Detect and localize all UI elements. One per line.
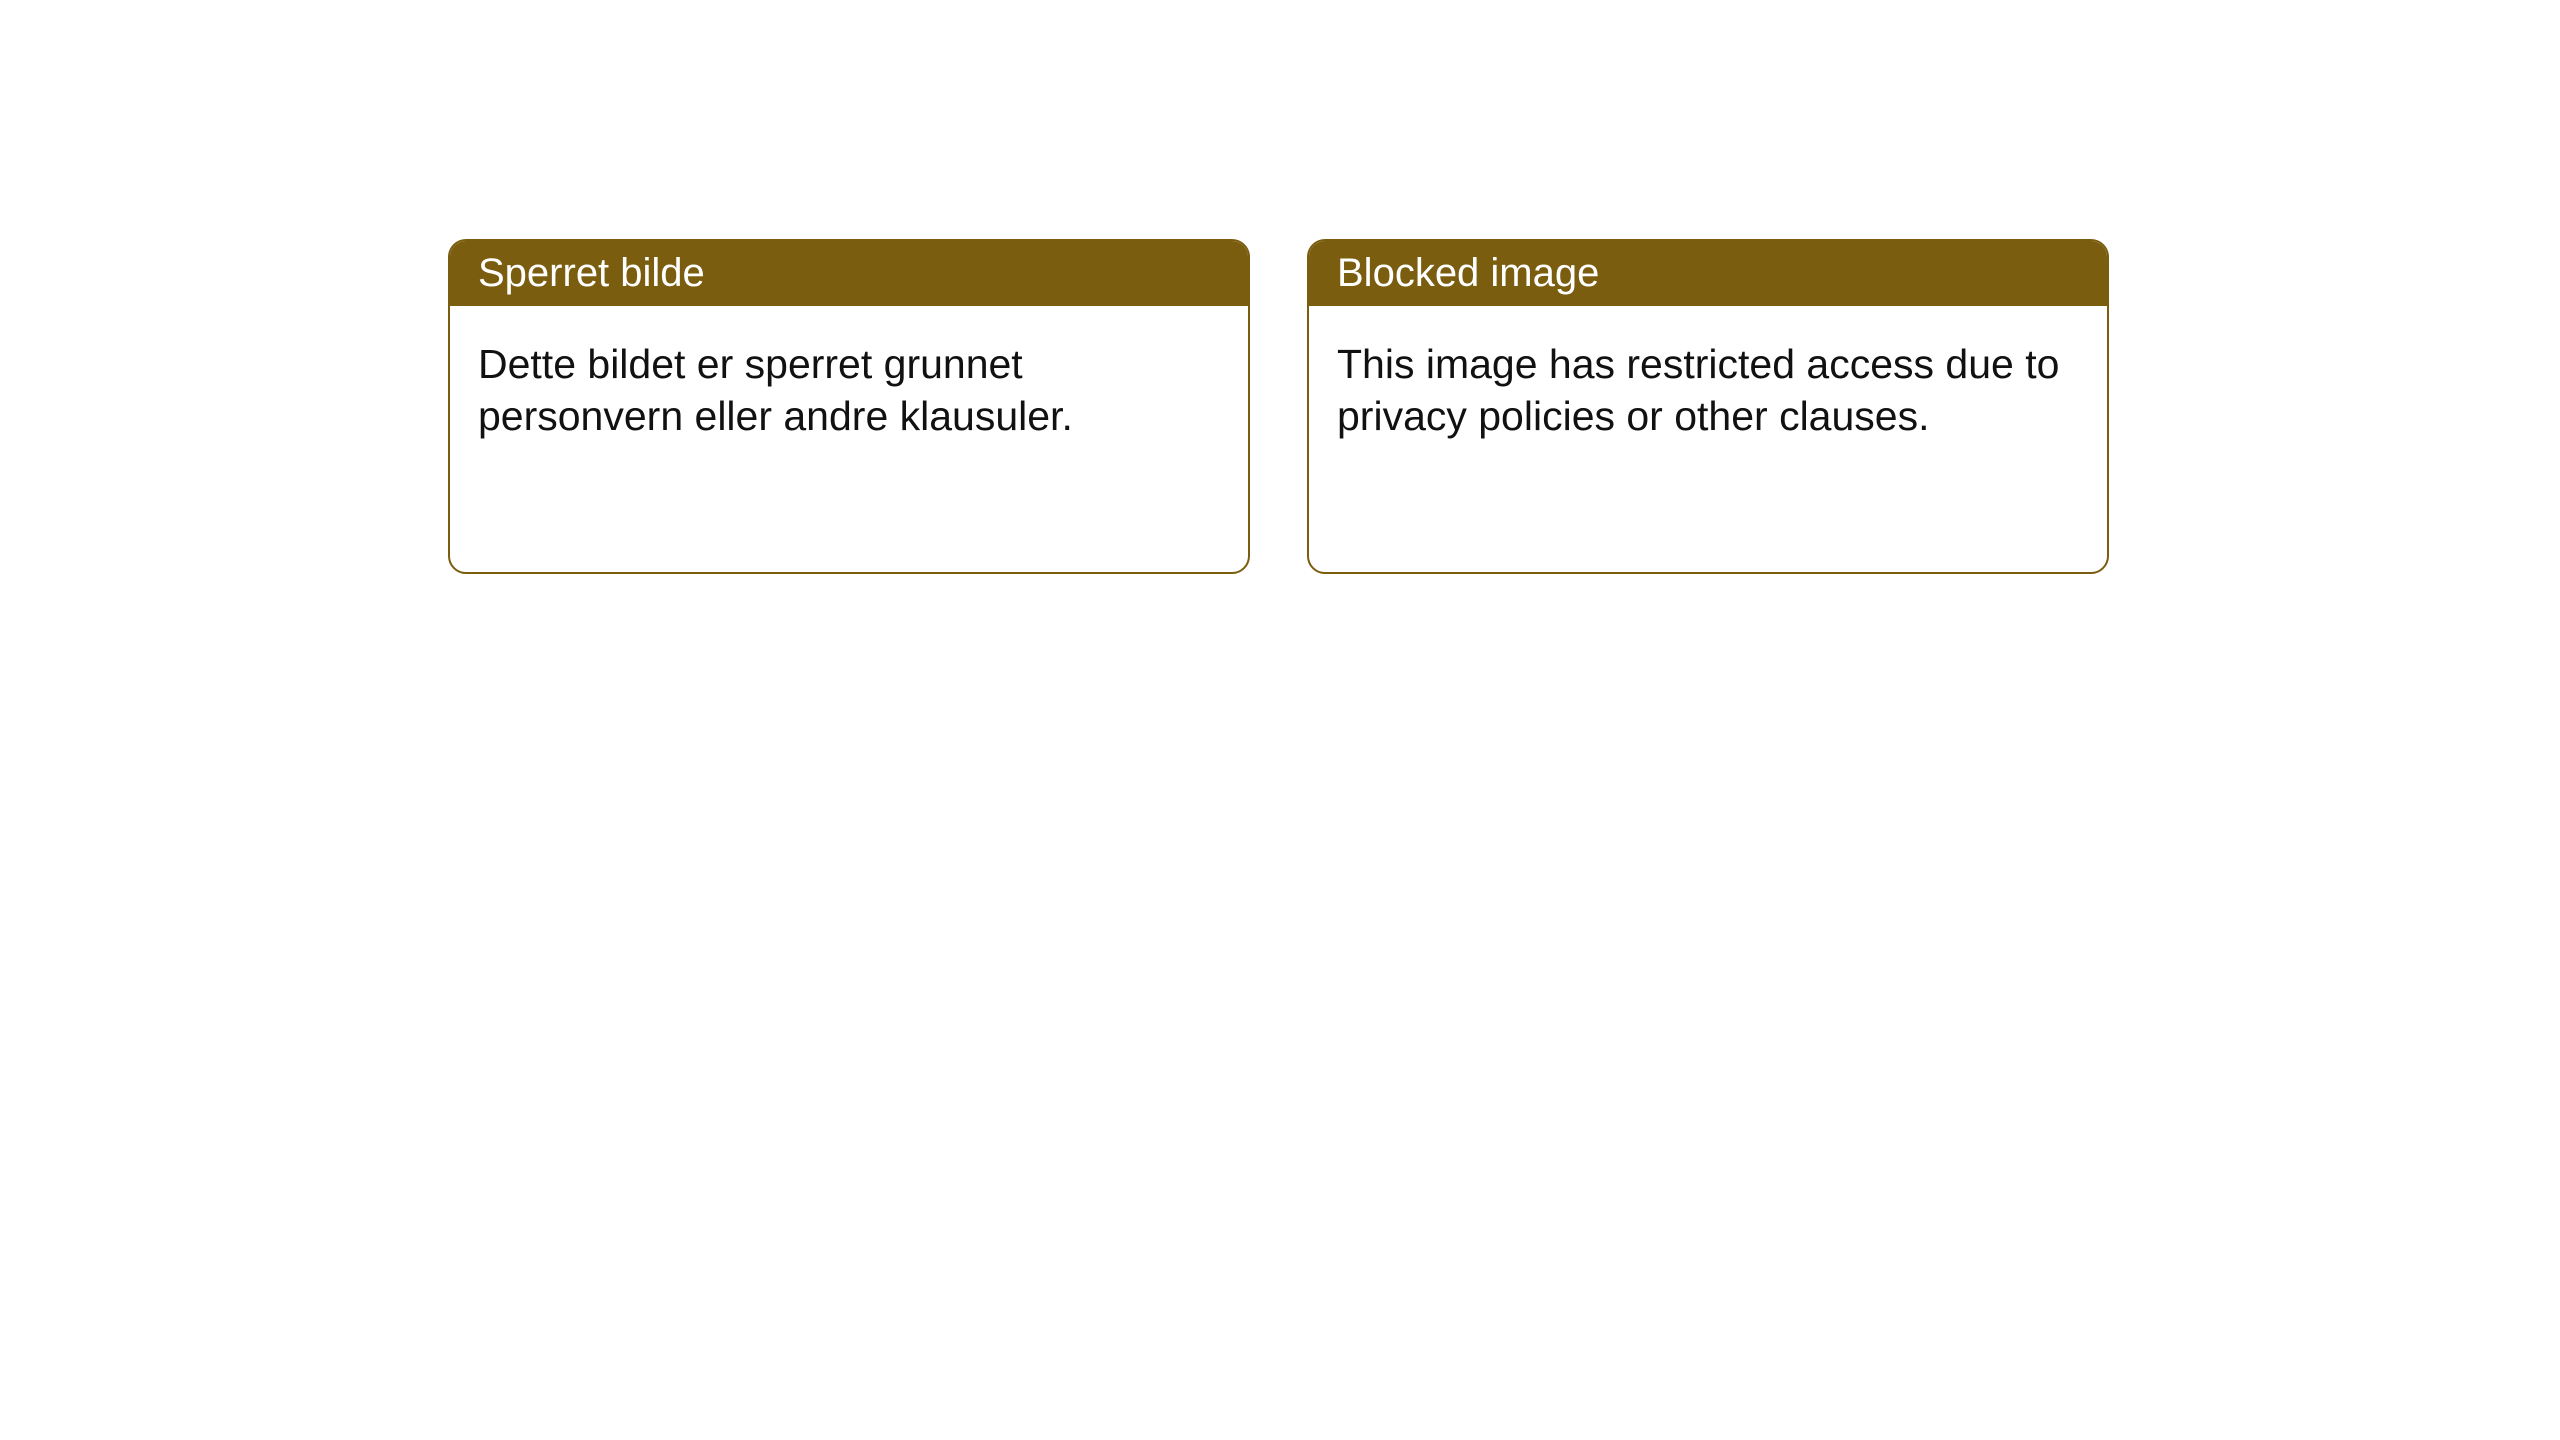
notice-card-english: Blocked image This image has restricted … [1307,239,2109,574]
notice-body: This image has restricted access due to … [1309,306,2107,467]
notice-body: Dette bildet er sperret grunnet personve… [450,306,1248,467]
notice-card-norwegian: Sperret bilde Dette bildet er sperret gr… [448,239,1250,574]
notice-container: Sperret bilde Dette bildet er sperret gr… [0,0,2560,574]
notice-title: Sperret bilde [450,241,1248,306]
notice-title: Blocked image [1309,241,2107,306]
